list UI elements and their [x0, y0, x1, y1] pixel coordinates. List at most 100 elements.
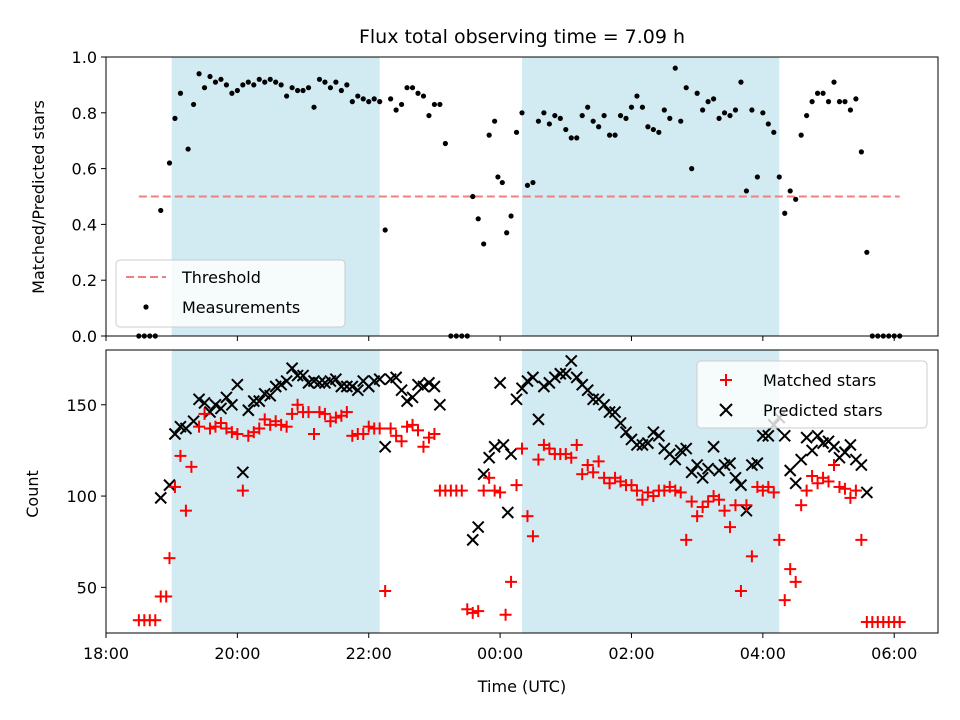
measurement-point	[590, 118, 596, 124]
measurement-point	[793, 196, 799, 202]
measurement-point	[495, 174, 501, 180]
measurement-point	[223, 82, 230, 88]
matched-stars-series	[132, 398, 906, 629]
measurement-point	[404, 85, 410, 91]
top-y-tick-label: 0.6	[72, 160, 97, 179]
measurement-point	[481, 241, 487, 247]
predicted-point	[855, 458, 868, 472]
predicted-point	[685, 466, 698, 479]
top-y-tick-label: 0.0	[72, 327, 97, 346]
predicted-point	[554, 367, 567, 380]
predicted-point	[597, 398, 611, 411]
measurement-point	[508, 213, 514, 219]
measurement-point	[273, 79, 279, 85]
predicted-point	[472, 520, 485, 534]
matched-point	[280, 420, 293, 433]
measurement-point	[754, 174, 760, 180]
bottom-panel: 50 100 150 18:00 20:00 22:00 00:00 02:00 04:00 0…	[23, 349, 939, 696]
measurement-point	[426, 112, 432, 119]
measurement-point	[262, 79, 268, 85]
predicted-point	[497, 438, 510, 452]
predicted-point	[570, 371, 583, 384]
measurement-point	[289, 85, 295, 91]
matched-point	[811, 477, 824, 490]
predicted-point	[680, 442, 693, 455]
predicted-point	[247, 394, 260, 408]
measurement-point	[656, 129, 662, 135]
matched-point	[395, 435, 408, 448]
measurement-point	[360, 96, 366, 102]
measurement-point	[683, 85, 689, 91]
measurement-point	[853, 96, 859, 102]
top-legend-box	[115, 259, 346, 328]
measurement-point	[338, 87, 344, 94]
measurement-point	[732, 107, 739, 113]
matched-point	[483, 471, 496, 484]
predicted-point	[515, 382, 529, 395]
predicted-point	[647, 425, 660, 439]
matched-point	[778, 594, 791, 607]
predicted-point	[231, 378, 244, 391]
matched-point	[729, 499, 742, 512]
predicted-point	[214, 402, 228, 415]
predicted-point	[844, 438, 857, 452]
measurement-point	[858, 149, 864, 155]
matched-point	[833, 480, 846, 493]
matched-point	[565, 451, 578, 464]
predicted-point	[696, 471, 709, 485]
matched-point	[384, 422, 397, 435]
matched-point	[773, 533, 786, 546]
measurement-point	[804, 112, 810, 119]
matched-point	[893, 616, 906, 629]
matched-point	[702, 495, 715, 508]
predicted-point	[805, 444, 819, 457]
predicted-point	[838, 446, 852, 459]
measurement-point	[431, 101, 438, 108]
predicted-point	[163, 478, 176, 492]
predicted-point	[264, 389, 277, 402]
predicted-point	[378, 440, 392, 453]
top-legend: Threshold Measurements	[115, 259, 346, 328]
measurement-point	[240, 82, 246, 88]
measurement-point	[601, 112, 607, 119]
matched-point	[357, 427, 370, 440]
measurement-point	[166, 160, 173, 166]
matched-point	[844, 491, 857, 504]
bottom-plot-frame	[105, 349, 939, 634]
measurement-point	[765, 121, 771, 127]
predicted-point	[751, 456, 764, 470]
predicted-point	[422, 376, 436, 390]
matched-point	[516, 442, 528, 455]
predicted-point	[373, 373, 386, 386]
predicted-point	[340, 380, 354, 393]
measurement-point	[782, 210, 788, 216]
matched-point	[214, 417, 227, 430]
measurement-point	[267, 76, 273, 82]
measurement-point	[524, 182, 531, 188]
matched-point	[713, 493, 726, 506]
predicted-point	[800, 431, 813, 444]
measurement-point	[333, 79, 339, 85]
measurement-point	[377, 99, 383, 105]
matched-point	[838, 482, 851, 495]
legend-predicted-label: Predicted stars	[763, 401, 883, 420]
measurement-point	[316, 76, 323, 82]
predicted-point	[784, 464, 797, 477]
matched-point	[762, 480, 775, 493]
measurement-point	[234, 87, 240, 94]
measurement-point	[842, 99, 848, 105]
predicted-point	[280, 374, 293, 388]
matched-point	[532, 453, 545, 466]
measurement-point	[650, 126, 656, 133]
predicted-point	[187, 414, 200, 428]
predicted-point	[537, 380, 551, 393]
measurement-point	[371, 96, 377, 102]
matched-point	[174, 449, 187, 462]
matched-point	[373, 422, 386, 435]
predicted-point	[154, 491, 167, 505]
measurement-point	[585, 104, 591, 110]
matched-point	[630, 484, 643, 497]
predicted-point	[565, 354, 578, 368]
predicted-point	[400, 394, 414, 408]
measurement-point	[831, 79, 837, 85]
